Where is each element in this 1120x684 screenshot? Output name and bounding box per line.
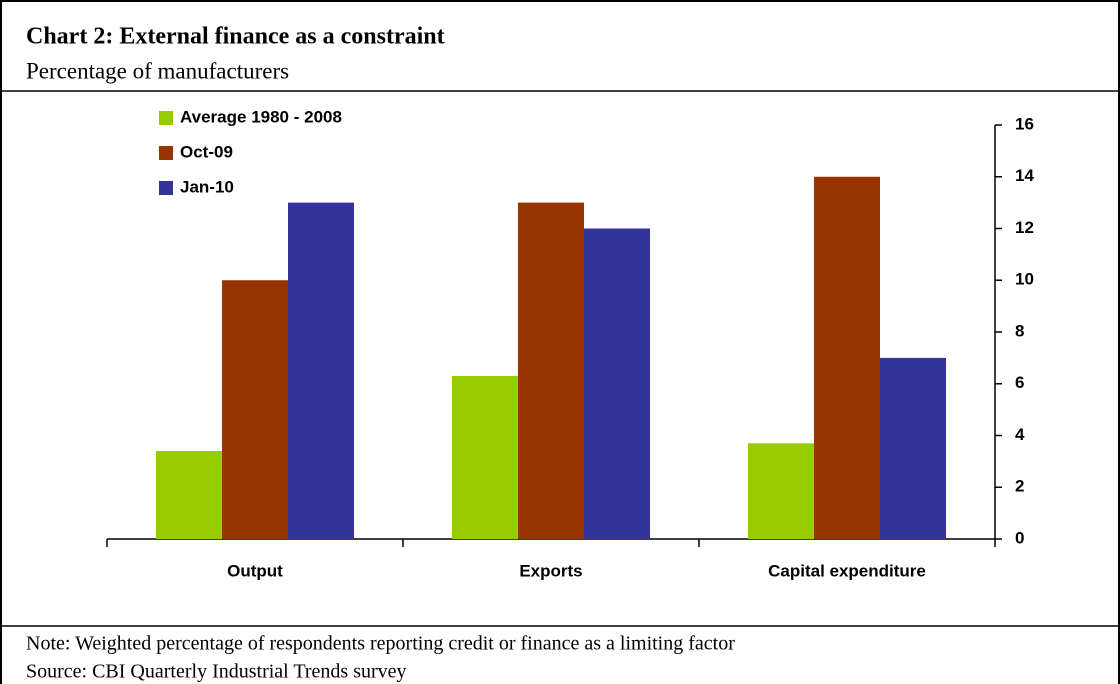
chart-title: Chart 2: External finance as a constrain… — [26, 24, 445, 50]
bar — [584, 228, 650, 539]
legend-label: Oct-09 — [180, 142, 233, 161]
x-tick-label: Capital expenditure — [768, 561, 926, 580]
bar — [748, 443, 814, 539]
y-tick-label: 2 — [1015, 477, 1024, 496]
bar — [518, 202, 584, 539]
source: Source: CBI Quarterly Industrial Trends … — [26, 661, 407, 683]
y-tick-label: 12 — [1015, 218, 1034, 237]
bar — [814, 176, 880, 539]
bar — [452, 375, 518, 539]
legend-swatch — [159, 181, 173, 195]
legend-label: Jan-10 — [180, 177, 234, 196]
legend-swatch — [159, 146, 173, 160]
y-tick-label: 14 — [1015, 166, 1034, 185]
x-tick-label: Output — [227, 561, 283, 580]
bar — [222, 280, 288, 539]
bar — [880, 357, 946, 539]
bar — [156, 451, 222, 539]
note: Note: Weighted percentage of respondents… — [26, 633, 735, 655]
y-tick-label: 16 — [1015, 114, 1034, 133]
x-tick-label: Exports — [519, 561, 582, 580]
y-tick-label: 10 — [1015, 270, 1034, 289]
y-tick-label: 4 — [1015, 425, 1025, 444]
legend-label: Average 1980 - 2008 — [180, 107, 342, 126]
y-tick-label: 0 — [1015, 528, 1024, 547]
legend-swatch — [159, 111, 173, 125]
y-tick-label: 8 — [1015, 321, 1024, 340]
chart-subtitle: Percentage of manufacturers — [26, 58, 289, 83]
y-tick-label: 6 — [1015, 373, 1024, 392]
bar — [288, 202, 354, 539]
